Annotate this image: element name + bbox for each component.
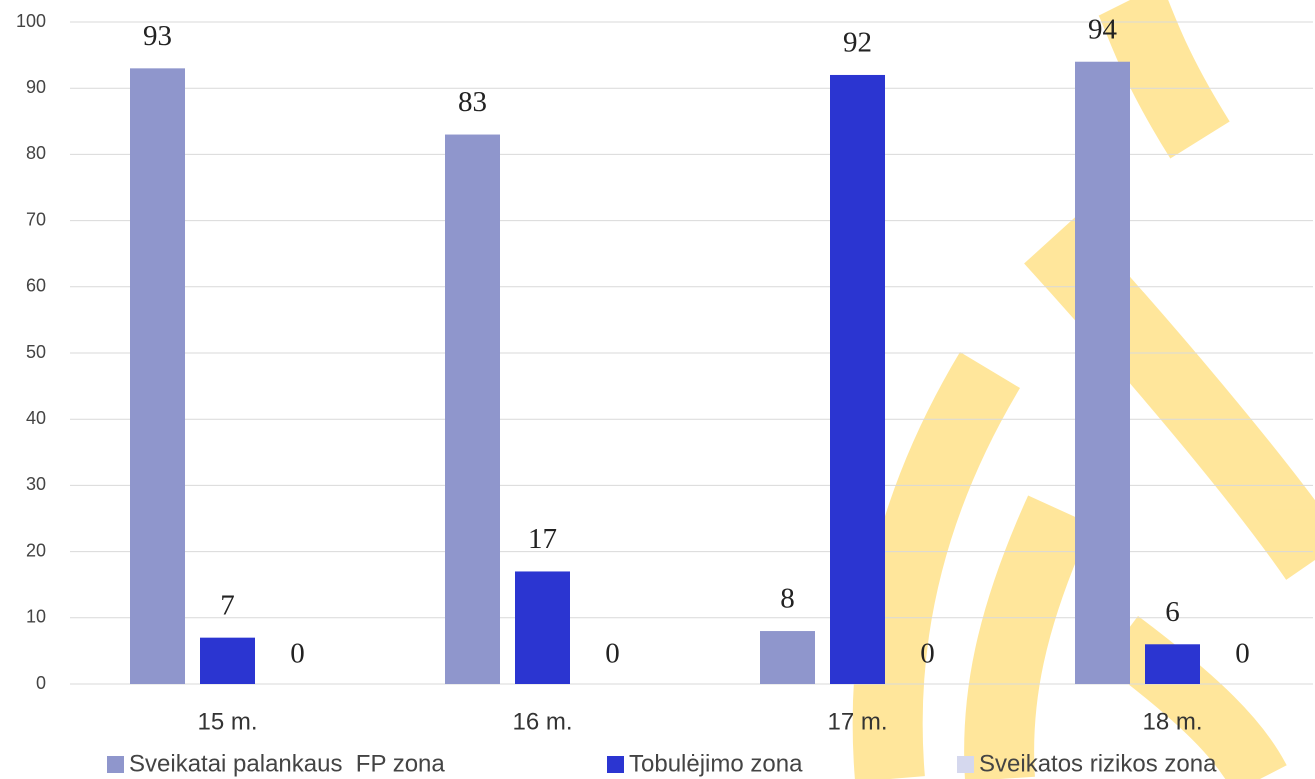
x-tick-label: 16 m. <box>512 708 572 735</box>
data-label: 8 <box>780 583 795 615</box>
y-tick-label: 80 <box>26 143 46 163</box>
y-tick-label: 60 <box>26 276 46 296</box>
y-tick-label: 90 <box>26 77 46 97</box>
bar <box>1145 644 1200 684</box>
data-label: 94 <box>1088 13 1118 45</box>
y-tick-label: 10 <box>26 607 46 627</box>
data-label: 0 <box>290 638 305 670</box>
bar <box>200 637 255 684</box>
y-tick-label: 50 <box>26 342 46 362</box>
data-label: 6 <box>1165 596 1180 628</box>
legend-label: Sveikatos rizikos zona <box>979 750 1217 777</box>
legend-swatch <box>107 756 124 773</box>
y-tick-label: 0 <box>36 673 46 693</box>
bar <box>830 74 885 684</box>
y-tick-label: 40 <box>26 408 46 428</box>
legend-label: Tobulėjimo zona <box>629 750 803 777</box>
y-tick-label: 30 <box>26 474 46 494</box>
data-label: 0 <box>920 638 935 670</box>
bar <box>760 631 815 684</box>
bar <box>1075 61 1130 685</box>
data-label: 83 <box>458 86 487 118</box>
bar <box>515 571 570 684</box>
data-label: 7 <box>220 589 235 621</box>
data-label: 92 <box>843 27 872 59</box>
data-label: 0 <box>605 638 620 670</box>
bar <box>445 134 500 685</box>
legend-swatch <box>607 756 624 773</box>
y-tick-label: 70 <box>26 209 46 229</box>
data-label: 17 <box>528 523 557 555</box>
legend-label: Sveikatai palankaus FP zona <box>129 750 445 777</box>
x-tick-label: 15 m. <box>197 708 257 735</box>
x-tick-label: 18 m. <box>1142 708 1202 735</box>
legend-swatch <box>957 756 974 773</box>
x-tick-label: 17 m. <box>827 708 887 735</box>
data-label: 93 <box>143 20 172 52</box>
data-label: 0 <box>1235 638 1250 670</box>
y-tick-label: 100 <box>16 11 46 31</box>
bar <box>130 68 185 685</box>
y-tick-label: 20 <box>26 540 46 560</box>
